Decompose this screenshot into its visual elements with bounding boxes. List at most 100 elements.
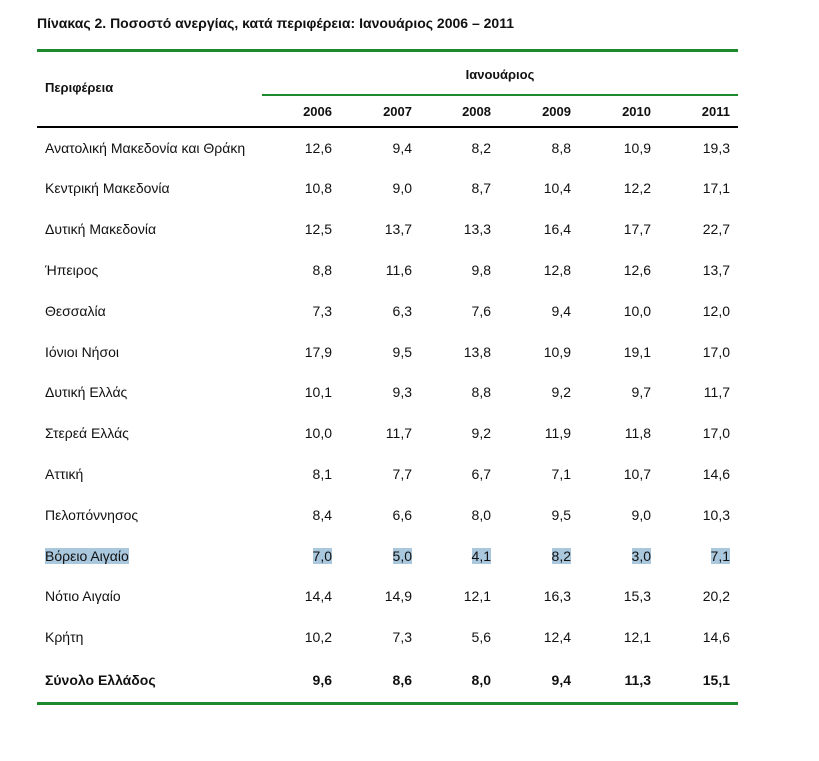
table-row: Θεσσαλία 7,3 6,3 7,6 9,4 10,0 12,0: [0, 303, 819, 323]
value-cell: 10,1: [272, 384, 332, 400]
value-text: 11,7: [385, 425, 412, 441]
value-cell: 9,8: [431, 262, 491, 278]
value-cell: 12,8: [511, 262, 571, 278]
value-cell: 11,9: [511, 425, 571, 441]
value-text: 7,3: [312, 303, 332, 319]
value-text: 8,7: [471, 180, 491, 196]
value-text: 7,7: [392, 466, 412, 482]
value-cell: 10,0: [272, 425, 332, 441]
value-cell: 9,5: [352, 344, 412, 360]
value-text: 8,0: [471, 507, 491, 523]
value-cell: 14,6: [670, 629, 730, 645]
value-text: 6,7: [471, 466, 491, 482]
value-cell: 16,3: [511, 588, 571, 604]
value-cell: 8,4: [272, 507, 332, 523]
value-text: 15,1: [702, 672, 730, 688]
table-row: Δυτική Μακεδονία 12,5 13,7 13,3 16,4 17,7 22,7: [0, 221, 819, 241]
value-text: 7,0: [312, 548, 332, 564]
value-text: 13,8: [463, 344, 491, 360]
value-cell: 17,7: [591, 221, 651, 237]
value-cell: 7,6: [431, 303, 491, 319]
january-group-rule: [262, 94, 738, 96]
value-text: 12,8: [543, 262, 571, 278]
value-text: 5,0: [392, 548, 412, 564]
value-cell: 9,7: [591, 384, 651, 400]
value-cell: 9,4: [352, 140, 412, 156]
value-text: 11,6: [385, 262, 412, 278]
value-cell: 17,0: [670, 344, 730, 360]
year-header: 2006: [303, 104, 332, 119]
year-header: 2009: [542, 104, 571, 119]
table-row: Ήπειρος 8,8 11,6 9,8 12,8 12,6 13,7: [0, 262, 819, 282]
value-cell: 8,7: [431, 180, 491, 196]
value-text: 12,5: [304, 221, 332, 237]
value-cell: 10,9: [511, 344, 571, 360]
value-cell: 7,7: [352, 466, 412, 482]
value-text: 17,9: [304, 344, 332, 360]
value-text: 9,5: [551, 507, 571, 523]
value-cell: 8,8: [272, 262, 332, 278]
value-text: 6,6: [392, 507, 412, 523]
value-text: 9,4: [551, 303, 571, 319]
january-group-header: Ιανουάριος: [465, 67, 535, 82]
value-text: 8,6: [392, 672, 412, 688]
value-text: 12,1: [463, 588, 491, 604]
value-cell: 11,3: [591, 672, 651, 688]
value-cell: 22,7: [670, 221, 730, 237]
value-text: 7,6: [471, 303, 491, 319]
value-text: 8,4: [312, 507, 332, 523]
value-cell: 7,3: [272, 303, 332, 319]
year-header: 2010: [622, 104, 651, 119]
value-text: 8,0: [471, 672, 491, 688]
value-text: 14,9: [384, 588, 412, 604]
table-row: Νότιο Αιγαίο 14,4 14,9 12,1 16,3 15,3 20,2: [0, 588, 819, 608]
value-text: 17,0: [702, 425, 730, 441]
total-row: Σύνολο Ελλάδος 9,6 8,6 8,0 9,4 11,3 15,1: [0, 672, 819, 692]
year-header: 2007: [383, 104, 412, 119]
value-cell: 9,6: [272, 672, 332, 688]
region-name: Δυτική Ελλάς: [45, 384, 128, 400]
value-text: 17,1: [702, 180, 730, 196]
region-name: Σύνολο Ελλάδος: [45, 672, 156, 688]
value-cell: 8,0: [431, 672, 491, 688]
region-name: Θεσσαλία: [45, 303, 106, 319]
value-text: 16,4: [543, 221, 571, 237]
value-text: 12,4: [543, 629, 571, 645]
value-cell: 17,1: [670, 180, 730, 196]
value-cell: 10,4: [511, 180, 571, 196]
value-text: 9,0: [392, 180, 412, 196]
value-cell: 9,0: [352, 180, 412, 196]
value-cell: 13,7: [670, 262, 730, 278]
value-text: 22,7: [702, 221, 730, 237]
value-cell: 15,1: [670, 672, 730, 688]
value-text: 9,4: [551, 672, 571, 688]
region-name: Ήπειρος: [45, 262, 99, 278]
value-text: 14,6: [702, 629, 730, 645]
value-cell: 6,3: [352, 303, 412, 319]
year-header: 2011: [701, 104, 730, 119]
value-cell: 17,0: [670, 425, 730, 441]
value-cell: 9,2: [511, 384, 571, 400]
value-cell: 12,5: [272, 221, 332, 237]
value-text: 11,8: [624, 425, 651, 441]
region-name: Δυτική Μακεδονία: [45, 221, 157, 237]
value-cell: 12,6: [591, 262, 651, 278]
value-cell: 12,0: [670, 303, 730, 319]
value-cell: 19,1: [591, 344, 651, 360]
value-text: 12,6: [623, 262, 651, 278]
value-text: 7,1: [710, 548, 730, 564]
value-text: 12,6: [304, 140, 332, 156]
region-name: Κρήτη: [45, 629, 84, 645]
value-text: 10,7: [623, 466, 651, 482]
value-cell: 13,3: [431, 221, 491, 237]
value-text: 9,2: [471, 425, 491, 441]
value-text: 10,0: [623, 303, 651, 319]
value-cell: 8,1: [272, 466, 332, 482]
value-cell: 3,0: [591, 548, 651, 564]
value-text: 7,3: [392, 629, 412, 645]
header-bottom-rule: [37, 126, 738, 128]
value-text: 8,1: [312, 466, 332, 482]
year-header-row: 2006 2007 2008 2009 2010 2011: [0, 104, 819, 124]
value-cell: 11,7: [352, 425, 412, 441]
value-text: 9,0: [631, 507, 651, 523]
